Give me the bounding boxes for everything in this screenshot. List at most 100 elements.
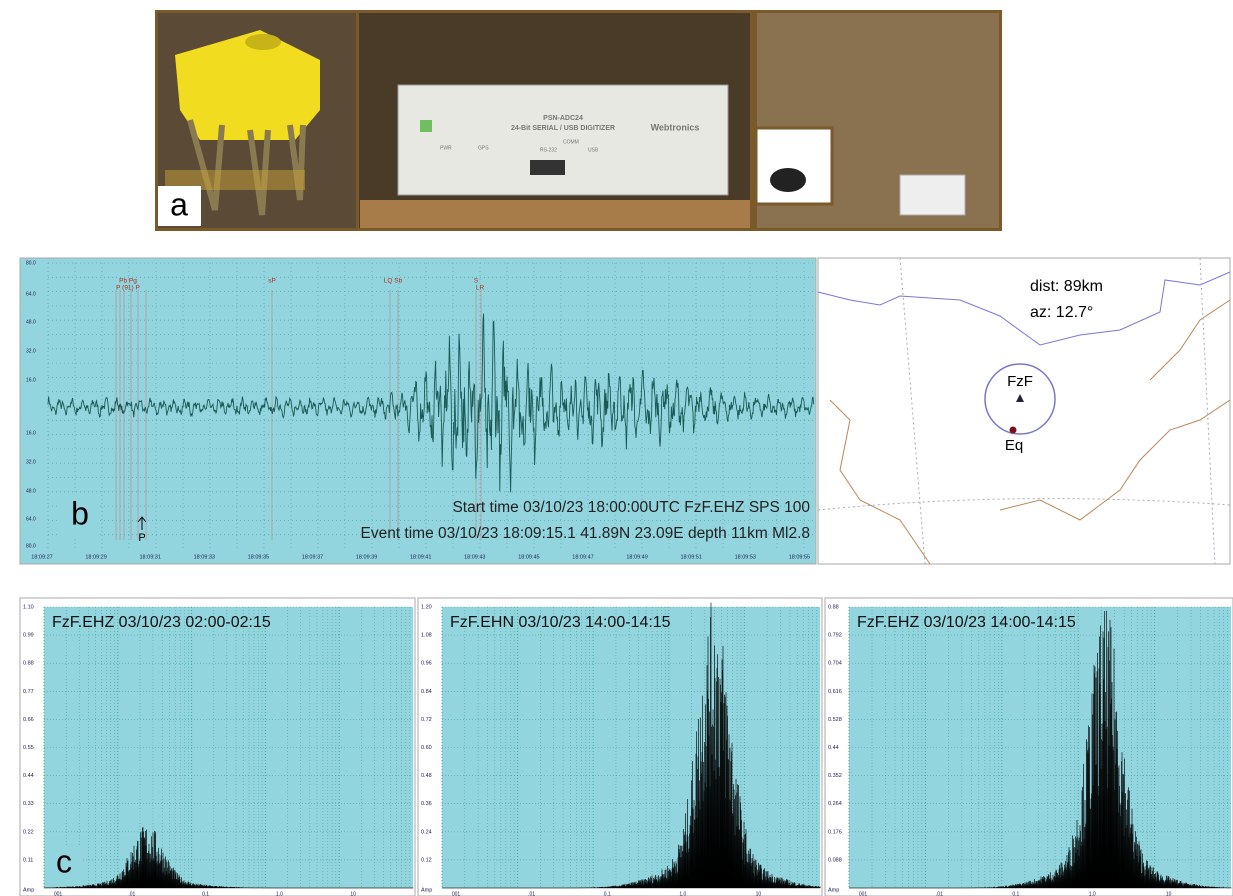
x-tick-label: 18:09:27 <box>31 554 52 560</box>
y-tick-label: 1.20 <box>421 604 432 610</box>
level <box>245 34 281 50</box>
device-subtitle: 24-Bit SERIAL / USB DIGITIZER <box>511 125 615 132</box>
x-tick-label: 18:09:43 <box>464 554 485 560</box>
led <box>420 120 432 132</box>
x-tick-label: 18:09:53 <box>735 554 756 560</box>
event-marker <box>1010 427 1017 434</box>
seismogram-panel <box>20 258 816 564</box>
panel-label: a <box>170 186 188 222</box>
y-tick-label: 0.48 <box>421 773 432 779</box>
x-tick-label: 18:09:49 <box>626 554 647 560</box>
y-tick-label: 1.10 <box>23 604 34 610</box>
x-tick-label: 10 <box>1166 891 1172 896</box>
y-tick-label: 80.0 <box>26 260 36 266</box>
y-tick-label: 0.77 <box>23 689 34 695</box>
panel-label: c <box>56 843 72 879</box>
y-tick-label: 0.704 <box>828 661 842 667</box>
y-tick-label: 0.11 <box>23 857 33 863</box>
x-tick-label: 0.1 <box>1012 891 1019 896</box>
station-label: FzF <box>1007 373 1033 390</box>
shelf <box>360 200 750 228</box>
x-tick-label: 18:09:55 <box>789 554 810 560</box>
x-tick-label: 18:09:35 <box>248 554 269 560</box>
port-label: USB <box>588 147 599 153</box>
port-label: PWR <box>440 145 452 151</box>
y-tick-label: 0.36 <box>421 801 432 807</box>
map-panel <box>818 258 1230 564</box>
y-tick-label: 48.0 <box>26 319 36 325</box>
x-tick-label: 18:09:51 <box>680 554 701 560</box>
y-tick-label: 0.72 <box>421 717 432 723</box>
x-tick-label: 18:09:33 <box>194 554 215 560</box>
y-tick-label: 16.0 <box>26 377 36 383</box>
y-tick-label: 64.0 <box>26 291 36 297</box>
panel-label: b <box>71 495 89 531</box>
y-tick-label: 1.08 <box>421 633 432 639</box>
y-tick-label: 0.88 <box>23 661 34 667</box>
y-tick-label: 0.24 <box>421 829 432 835</box>
gps-antenna <box>770 168 806 192</box>
plot-area <box>44 607 413 888</box>
x-tick-label: 18:09:45 <box>518 554 539 560</box>
x-tick-label: 1.0 <box>1089 891 1096 896</box>
x-tick-label: 001 <box>54 891 63 896</box>
event-line: Event time 03/10/23 18:09:15.1 41.89N 23… <box>360 525 810 542</box>
y-tick-label: 0.99 <box>23 633 34 639</box>
x-tick-label: 18:09:39 <box>356 554 377 560</box>
start-line: Start time 03/10/23 18:00:00UTC FzF.EHZ … <box>452 499 810 516</box>
x-tick-label: .01 <box>936 891 943 896</box>
y-tick-label: 32.0 <box>26 348 36 354</box>
spectrum-title: FzF.EHN 03/10/23 14:00-14:15 <box>450 614 671 631</box>
y-tick-label: 0.55 <box>23 745 34 751</box>
x-tick-label: 18:09:29 <box>85 554 106 560</box>
y-tick-label: 64.0 <box>26 516 36 522</box>
x-tick-label: 10 <box>756 891 762 896</box>
port-label: RS-232 <box>540 147 557 153</box>
phase-label: LQ Sb <box>384 278 403 285</box>
amp-label: Amp <box>828 887 839 893</box>
amp-label: Amp <box>421 887 432 893</box>
y-tick-label: 0.616 <box>828 689 842 695</box>
y-tick-label: 0.66 <box>23 717 34 723</box>
y-tick-label: 16.0 <box>26 430 36 436</box>
amp-label: Amp <box>23 887 34 893</box>
map-azimuth: az: 12.7° <box>1030 304 1093 321</box>
figure: a PSN-ADC24 24-Bit SERIAL / USB DIGITIZE… <box>0 0 1233 896</box>
y-tick-label: 0.96 <box>421 661 432 667</box>
phase-label: P (91) P <box>116 285 140 292</box>
y-tick-label: 0.84 <box>421 689 432 695</box>
y-tick-label: 0.44 <box>23 773 34 779</box>
spectra: 1.100.990.880.770.660.550.440.330.220.11… <box>20 598 1233 896</box>
device-model: PSN-ADC24 <box>543 115 583 122</box>
x-tick-label: 18:09:37 <box>302 554 323 560</box>
event-label: Eq <box>1005 437 1023 454</box>
x-tick-label: 0.1 <box>202 891 209 896</box>
spectrum-title: FzF.EHZ 03/10/23 14:00-14:15 <box>857 614 1076 631</box>
y-tick-label: 0.60 <box>421 745 432 751</box>
map-distance: dist: 89km <box>1030 278 1103 295</box>
y-tick-label: 0.44 <box>828 745 839 751</box>
x-tick-label: 18:09:31 <box>139 554 160 560</box>
phase-label: LR <box>476 285 485 292</box>
x-tick-label: 0.1 <box>604 891 611 896</box>
gps-inset <box>756 128 832 204</box>
y-tick-label: 0.12 <box>421 857 432 863</box>
phase-label: S <box>474 278 479 285</box>
x-tick-label: 001 <box>859 891 868 896</box>
y-tick-label: 0.528 <box>828 717 842 723</box>
x-tick-label: 18:09:47 <box>572 554 593 560</box>
y-tick-label: 0.792 <box>828 633 842 639</box>
y-tick-label: 80.0 <box>26 543 36 549</box>
x-tick-label: 18:09:41 <box>410 554 431 560</box>
x-tick-label: .01 <box>128 891 135 896</box>
device-brand: Webtronics <box>651 122 700 132</box>
y-tick-label: 0.352 <box>828 773 842 779</box>
y-tick-label: 48.0 <box>26 488 36 494</box>
phase-label: sP <box>268 278 276 285</box>
x-tick-label: .01 <box>528 891 535 896</box>
panel-a: a PSN-ADC24 24-Bit SERIAL / USB DIGITIZE… <box>155 10 1002 231</box>
phase-label: Pb Pg <box>119 278 137 285</box>
port <box>530 160 565 175</box>
p-marker: P <box>138 532 145 544</box>
x-tick-label: 1.0 <box>679 891 686 896</box>
